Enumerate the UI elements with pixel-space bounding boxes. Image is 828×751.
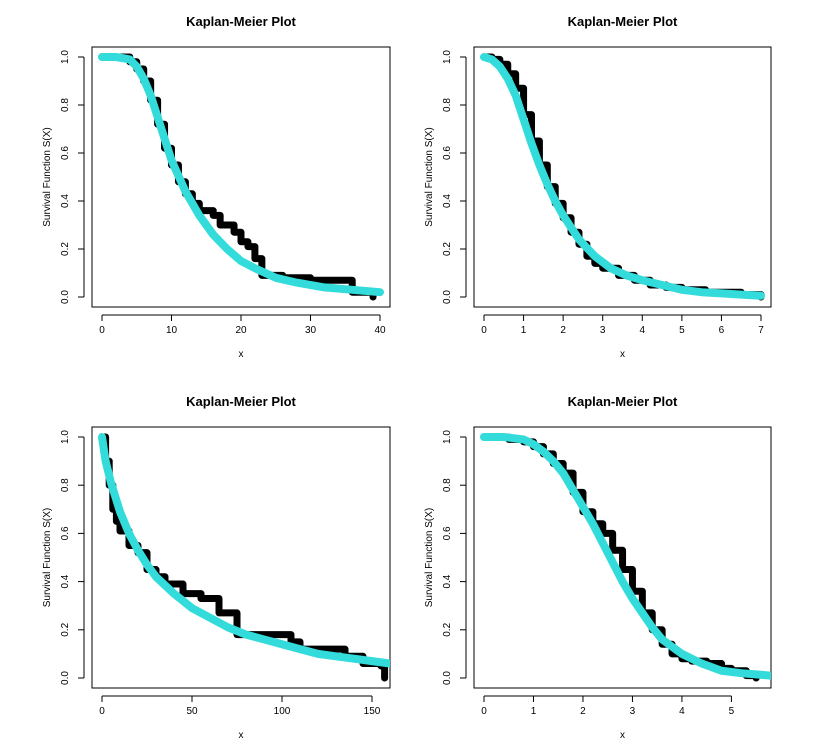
y-axis-label: Survival Function S(X) [42, 508, 53, 607]
x-tick-label: 150 [364, 706, 381, 717]
y-tick-label: 0.4 [442, 194, 453, 208]
x-tick-label: 0 [99, 706, 105, 717]
x-tick-label: 5 [679, 325, 685, 336]
series-group [480, 53, 765, 301]
y-tick-label: 0.0 [60, 290, 71, 304]
x-axis-label: x [239, 349, 244, 360]
plot-frame [91, 46, 391, 308]
y-tick-label: 1.0 [60, 430, 71, 444]
y-tick-label: 0.4 [442, 574, 453, 588]
x-tick-label: 100 [274, 706, 291, 717]
y-tick-label: 1.0 [442, 430, 453, 444]
fitted-curve-series [98, 53, 384, 297]
y-tick-label: 0.2 [60, 622, 71, 636]
y-tick-label: 0.8 [60, 98, 71, 112]
chart-title: Kaplan-Meier Plot [186, 394, 296, 409]
plot-frame [473, 426, 772, 689]
x-tick-label: 0 [99, 325, 105, 336]
x-tick-label: 2 [580, 706, 586, 717]
y-tick-label: 0.6 [442, 526, 453, 540]
chart-panel-4: Kaplan-Meier Plot 0 1 2 3 4 5 x 0.0 0.2 0.4 0.6 0.8 1… [424, 394, 772, 741]
x-tick-label: 0 [481, 706, 487, 717]
x-tick-label: 3 [630, 706, 636, 717]
y-tick-label: 0.0 [442, 290, 453, 304]
y-tick-label: 0.8 [60, 478, 71, 492]
x-tick-label: 5 [729, 706, 735, 717]
x-tick-label: 6 [719, 325, 725, 336]
series-group [98, 53, 384, 301]
chart-panel-1: Kaplan-Meier Plot 0 10 20 30 40 x 0.0 0.2 0.4 0.6 0… [42, 14, 391, 360]
y-tick-label: 0.6 [442, 146, 453, 160]
series-group [98, 433, 390, 682]
x-tick-label: 2 [560, 325, 566, 336]
x-tick-label: 30 [305, 325, 317, 336]
y-axis-label: Survival Function S(X) [42, 127, 53, 226]
y-tick-label: 0.6 [60, 526, 71, 540]
y-tick-label: 0.0 [60, 671, 71, 685]
plot-frame [91, 426, 391, 689]
y-tick-label: 0.8 [442, 478, 453, 492]
y-tick-label: 0.8 [442, 98, 453, 112]
y-tick-label: 1.0 [442, 50, 453, 64]
fitted-curve-series [480, 53, 765, 300]
y-tick-label: 0.4 [60, 574, 71, 588]
y-tick-label: 0.4 [60, 194, 71, 208]
x-tick-label: 4 [640, 325, 646, 336]
x-axis-label: x [620, 349, 625, 360]
fitted-curve-series [480, 433, 771, 680]
y-axis-label: Survival Function S(X) [424, 127, 435, 226]
fitted-curve-series [98, 433, 390, 668]
x-tick-label: 7 [758, 325, 764, 336]
y-tick-label: 0.2 [442, 242, 453, 256]
chart-panel-3: Kaplan-Meier Plot 0 50 100 150 x 0.0 0.2 0.4 0.6 0… [42, 394, 391, 741]
y-tick-label: 0.2 [60, 242, 71, 256]
y-tick-label: 0.6 [60, 146, 71, 160]
series-group [480, 433, 771, 682]
y-tick-label: 1.0 [60, 50, 71, 64]
x-tick-label: 0 [481, 325, 487, 336]
plot-frame [473, 46, 772, 308]
y-axis-label: Survival Function S(X) [424, 508, 435, 607]
x-tick-label: 10 [166, 325, 178, 336]
x-tick-label: 50 [186, 706, 198, 717]
x-tick-label: 40 [374, 325, 386, 336]
x-tick-label: 20 [235, 325, 247, 336]
x-tick-label: 1 [531, 706, 537, 717]
x-tick-label: 1 [521, 325, 527, 336]
km-step-series [480, 53, 765, 301]
chart-title: Kaplan-Meier Plot [568, 14, 678, 29]
x-tick-label: 4 [679, 706, 685, 717]
chart-panel-2: Kaplan-Meier Plot 0 1 2 3 4 5 6 7 x 0.0 0.2 0.4 0.6 0.… [424, 14, 772, 360]
chart-title: Kaplan-Meier Plot [568, 394, 678, 409]
x-tick-label: 3 [600, 325, 606, 336]
x-axis-label: x [239, 730, 244, 741]
chart-title: Kaplan-Meier Plot [186, 14, 296, 29]
km-step-series [480, 433, 760, 682]
x-axis-label: x [620, 730, 625, 741]
y-tick-label: 0.0 [442, 671, 453, 685]
y-tick-label: 0.2 [442, 622, 453, 636]
